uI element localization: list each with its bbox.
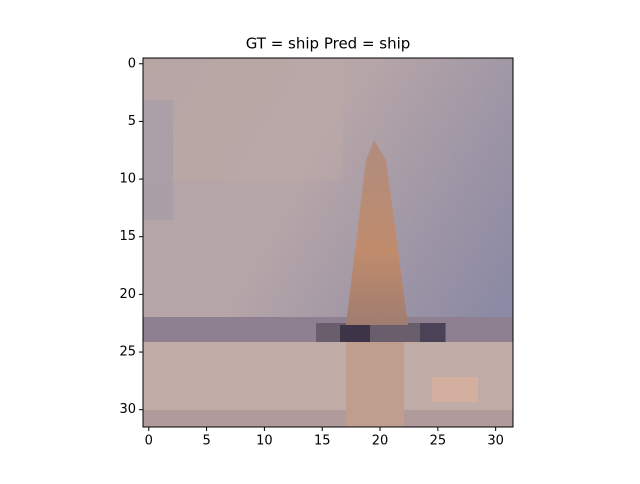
y-tick-label: 20 (119, 287, 136, 302)
x-tick-label: 10 (256, 434, 273, 449)
chart-title: GT = ship Pred = ship (246, 35, 411, 53)
y-tick-label: 30 (119, 402, 136, 417)
y-tick-label: 0 (128, 56, 136, 71)
axes-frame (142, 57, 514, 428)
y-tick-label: 10 (119, 172, 136, 187)
image (143, 58, 513, 427)
x-tick-label: 0 (145, 434, 153, 449)
x-tick-label: 5 (202, 434, 210, 449)
x-tick-label: 30 (487, 434, 504, 449)
y-tick-label: 15 (119, 229, 136, 244)
y-tick-label: 5 (128, 114, 136, 129)
y-tick-label: 25 (119, 345, 136, 360)
x-tick-label: 15 (314, 434, 331, 449)
x-tick-label: 20 (372, 434, 389, 449)
x-tick-label: 25 (430, 434, 447, 449)
